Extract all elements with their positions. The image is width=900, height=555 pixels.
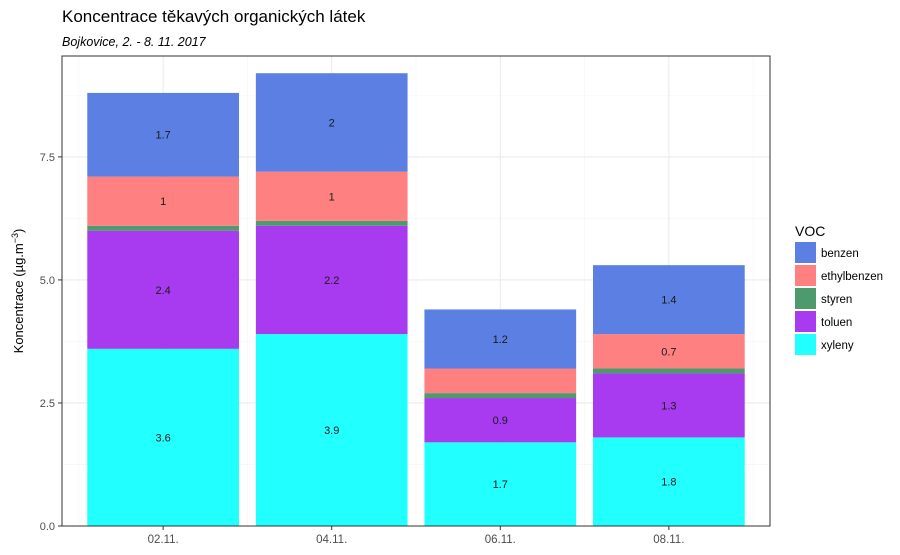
bar-segment-xyleny — [424, 442, 577, 526]
legend-swatch-ethylbenzen — [795, 265, 816, 286]
legend-label-ethylbenzen: ethylbenzen — [821, 271, 883, 283]
bar-segment-toluen — [424, 398, 577, 443]
data-labels: 3.6 2.4 1 1.7 3.9 2.2 1 2 1.7 0.9 1.2 1.8 1.3 0.7 1.4 — [155, 117, 676, 491]
data-label-benzen: 1.2 — [493, 334, 508, 346]
data-label-toluen: 2.2 — [324, 275, 339, 287]
data-label-benzen: 2 — [329, 117, 335, 129]
legend-swatch-toluen — [795, 311, 816, 332]
x-tick-label: 08.11. — [653, 534, 684, 546]
legend-title: VOC — [795, 223, 825, 239]
data-label-toluen: 2.4 — [155, 285, 170, 297]
axes: 0.0 2.5 5.0 7.5 02.11. 04.11. 06.11. 08.11. — [40, 152, 685, 546]
bar-segment-xyleny — [593, 437, 745, 526]
data-label-xyleny: 1.7 — [493, 479, 508, 491]
legend-label-xyleny: xyleny — [821, 340, 854, 352]
data-label-xyleny: 3.9 — [324, 425, 339, 437]
bar-segment-ethylbenzen — [424, 368, 577, 394]
bar-segment-benzen — [255, 73, 408, 172]
bar-segment-benzen — [87, 92, 240, 177]
data-label-ethylbenzen: 1 — [329, 191, 335, 203]
data-label-ethylbenzen: 0.7 — [661, 346, 676, 358]
y-axis-label-close: ) — [11, 229, 26, 233]
legend-swatch-styren — [795, 288, 816, 309]
legend-swatch-benzen — [795, 242, 816, 263]
bar-segment-styren — [87, 225, 240, 231]
data-label-benzen: 1.4 — [661, 295, 676, 307]
x-tick-label: 02.11. — [148, 534, 179, 546]
bar-segment-benzen — [424, 309, 577, 369]
bar-segment-styren — [593, 368, 745, 374]
bar-segment-xyleny — [255, 334, 408, 526]
y-axis-label: Koncentrace (µg.m−3) — [10, 229, 26, 354]
x-tick-label: 04.11. — [316, 534, 347, 546]
plot-panel-border — [61, 55, 771, 527]
legend-label-toluen: toluen — [821, 317, 852, 329]
data-label-benzen: 1.7 — [155, 130, 170, 142]
y-tick-label: 5.0 — [40, 275, 55, 287]
y-tick-label: 0.0 — [40, 521, 55, 533]
data-label-xyleny: 1.8 — [661, 477, 676, 489]
y-tick-label: 2.5 — [40, 398, 55, 410]
bar-segment-ethylbenzen — [87, 176, 240, 226]
data-label-xyleny: 3.6 — [155, 432, 170, 444]
x-tick-label: 06.11. — [485, 534, 516, 546]
y-axis-label-sup: −3 — [10, 233, 20, 243]
bar-segment-ethylbenzen — [593, 334, 745, 369]
bar-segment-ethylbenzen — [255, 171, 408, 221]
bar-segment-toluen — [255, 225, 408, 335]
legend: VOC benzen ethylbenzen styren toluen xyleny — [795, 223, 883, 355]
data-label-ethylbenzen: 1 — [160, 196, 166, 208]
chart-subtitle: Bojkovice, 2. - 8. 11. 2017 — [62, 35, 207, 49]
y-tick-label: 7.5 — [40, 152, 55, 164]
bar-segment-toluen — [87, 230, 240, 349]
legend-label-benzen: benzen — [821, 248, 859, 260]
legend-swatch-xyleny — [795, 334, 816, 355]
bar-segment-styren — [424, 393, 577, 399]
data-label-toluen: 1.3 — [661, 400, 676, 412]
bar-segment-toluen — [593, 373, 745, 438]
bar-segment-benzen — [593, 265, 745, 335]
chart-title: Koncentrace těkavých organických látek — [62, 7, 366, 26]
bar-segment-styren — [255, 220, 408, 226]
y-axis-label-main: Koncentrace (µg.m — [11, 243, 26, 353]
legend-label-styren: styren — [821, 294, 852, 306]
data-label-toluen: 0.9 — [493, 415, 508, 427]
bars — [87, 73, 745, 526]
bar-segment-xyleny — [87, 348, 240, 526]
